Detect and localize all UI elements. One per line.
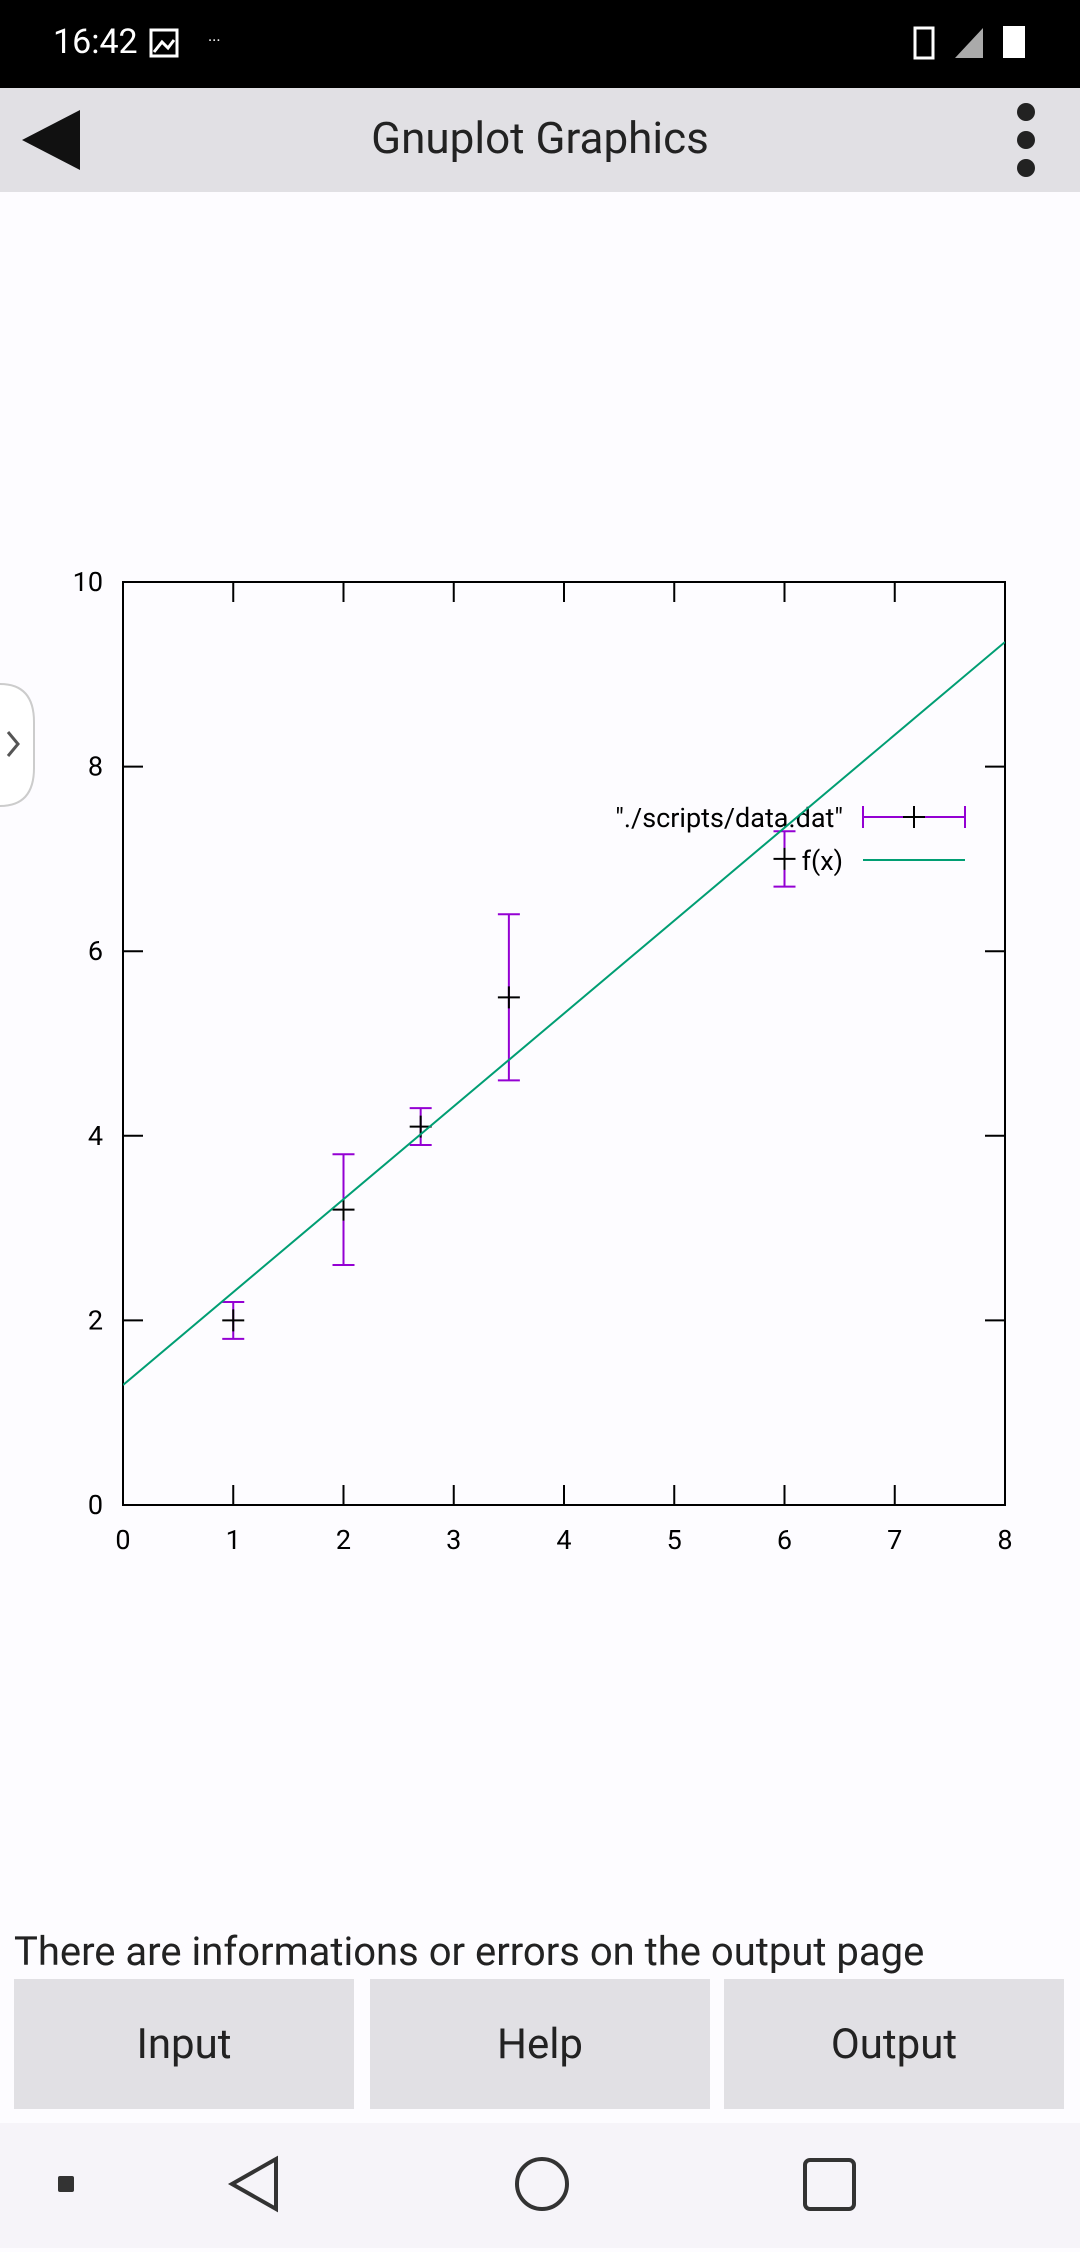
nav-icons [58, 2155, 856, 2213]
help-button[interactable]: Help [370, 1979, 710, 2109]
app-bar: Gnuplot Graphics [0, 88, 1080, 192]
status-icons: ··· [149, 26, 1025, 60]
y-tick-label: 6 [88, 935, 103, 967]
plot-border [122, 581, 1006, 1506]
data-point [332, 1198, 355, 1221]
nav-bar [0, 2123, 1080, 2248]
x-tick-label: 1 [226, 1524, 241, 1556]
x-tick-label: 7 [887, 1524, 902, 1556]
drawer-arrow [6, 731, 20, 757]
x-tick-label: 0 [115, 1524, 130, 1556]
y-tick-label: 2 [88, 1304, 103, 1336]
x-tick-label: 2 [336, 1524, 351, 1556]
app-title: Gnuplot Graphics [371, 112, 709, 164]
y-tick-label: 0 [88, 1489, 103, 1521]
data-point [773, 847, 796, 870]
legend-label: f(x) [802, 845, 843, 877]
output-button[interactable]: Output [724, 1979, 1064, 2109]
x-tick-label: 8 [997, 1524, 1012, 1556]
nav-home[interactable] [515, 2157, 569, 2211]
function-line [123, 641, 1005, 1386]
input-button[interactable]: Input [14, 1979, 354, 2109]
info-text: There are informations or errors on the … [14, 1928, 925, 1975]
status-bar: 16:42 ··· [0, 0, 1080, 88]
app-bar-icons [22, 103, 1035, 177]
back-button[interactable] [22, 110, 80, 170]
chart: 0 1 2 3 4 5 6 7 8 0 2 4 6 8 10 "./scripts/data.dat" f(x) [0, 566, 1013, 1556]
y-tick-label: 10 [73, 566, 103, 598]
x-tick-label: 3 [446, 1524, 461, 1556]
data-point [222, 1309, 245, 1332]
x-tick-label: 6 [777, 1524, 792, 1556]
svg-text:···: ··· [208, 31, 221, 50]
data-point [497, 986, 520, 1009]
nav-back[interactable] [227, 2155, 278, 2213]
y-tick-label: 8 [88, 751, 103, 783]
nav-recents[interactable] [803, 2158, 856, 2211]
clock: 16:42 [53, 22, 138, 62]
x-tick-label: 5 [667, 1524, 682, 1556]
menu-button[interactable] [1017, 103, 1035, 177]
legend-swatch [903, 806, 925, 828]
y-tick-label: 4 [88, 1120, 103, 1152]
legend-label: "./scripts/data.dat" [615, 802, 843, 834]
x-tick-label: 4 [556, 1524, 571, 1556]
